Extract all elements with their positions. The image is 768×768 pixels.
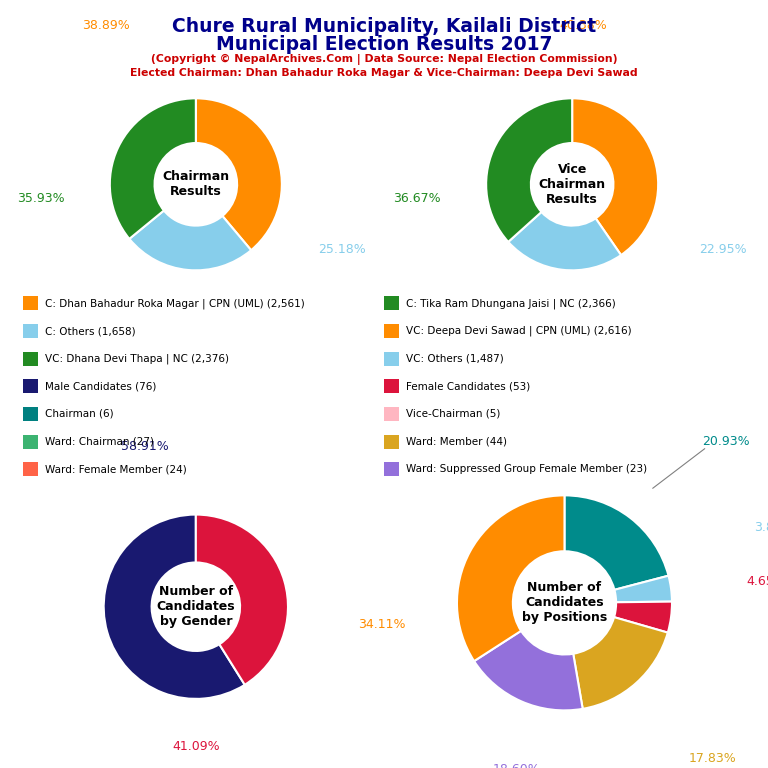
- Text: 34.11%: 34.11%: [358, 618, 406, 631]
- Text: Male Candidates (76): Male Candidates (76): [45, 381, 156, 392]
- Text: VC: Others (1,487): VC: Others (1,487): [406, 353, 503, 364]
- Text: VC: Deepa Devi Sawad | CPN (UML) (2,616): VC: Deepa Devi Sawad | CPN (UML) (2,616): [406, 326, 631, 336]
- Text: Chure Rural Municipality, Kailali District: Chure Rural Municipality, Kailali Distri…: [172, 17, 596, 36]
- Text: 4.65%: 4.65%: [746, 575, 768, 588]
- Text: Vice
Chairman
Results: Vice Chairman Results: [538, 163, 606, 206]
- Text: (Copyright © NepalArchives.Com | Data Source: Nepal Election Commission): (Copyright © NepalArchives.Com | Data So…: [151, 54, 617, 65]
- Text: 22.95%: 22.95%: [699, 243, 746, 257]
- Wedge shape: [614, 601, 672, 633]
- Text: Female Candidates (53): Female Candidates (53): [406, 381, 530, 392]
- Text: 25.18%: 25.18%: [318, 243, 366, 257]
- Wedge shape: [129, 210, 251, 270]
- Text: C: Others (1,658): C: Others (1,658): [45, 326, 135, 336]
- Wedge shape: [104, 515, 245, 699]
- Wedge shape: [508, 212, 621, 270]
- Text: 40.38%: 40.38%: [559, 19, 607, 32]
- Text: Ward: Female Member (24): Ward: Female Member (24): [45, 464, 187, 475]
- Text: 20.93%: 20.93%: [702, 435, 750, 448]
- Text: 41.09%: 41.09%: [172, 740, 220, 753]
- Text: VC: Dhana Devi Thapa | NC (2,376): VC: Dhana Devi Thapa | NC (2,376): [45, 353, 229, 364]
- Text: 35.93%: 35.93%: [17, 191, 65, 204]
- Text: Ward: Suppressed Group Female Member (23): Ward: Suppressed Group Female Member (23…: [406, 464, 647, 475]
- Wedge shape: [564, 495, 668, 590]
- Wedge shape: [457, 495, 564, 661]
- Text: Number of
Candidates
by Gender: Number of Candidates by Gender: [157, 585, 235, 628]
- Text: 38.89%: 38.89%: [81, 19, 129, 32]
- Wedge shape: [474, 631, 583, 710]
- Text: 58.91%: 58.91%: [121, 440, 169, 453]
- Text: Ward: Chairman (27): Ward: Chairman (27): [45, 436, 154, 447]
- Text: 17.83%: 17.83%: [688, 753, 737, 765]
- Text: C: Tika Ram Dhungana Jaisi | NC (2,366): C: Tika Ram Dhungana Jaisi | NC (2,366): [406, 298, 615, 309]
- Text: C: Dhan Bahadur Roka Magar | CPN (UML) (2,561): C: Dhan Bahadur Roka Magar | CPN (UML) (…: [45, 298, 304, 309]
- Text: 3.88%: 3.88%: [754, 521, 768, 534]
- Wedge shape: [614, 576, 672, 602]
- Wedge shape: [573, 617, 668, 709]
- Text: Chairman
Results: Chairman Results: [162, 170, 230, 198]
- Wedge shape: [486, 98, 572, 242]
- Text: 18.60%: 18.60%: [492, 763, 540, 768]
- Wedge shape: [572, 98, 658, 255]
- Wedge shape: [196, 515, 288, 685]
- Text: Municipal Election Results 2017: Municipal Election Results 2017: [216, 35, 552, 54]
- Text: 36.67%: 36.67%: [393, 191, 441, 204]
- Text: Chairman (6): Chairman (6): [45, 409, 113, 419]
- Text: Ward: Member (44): Ward: Member (44): [406, 436, 507, 447]
- Wedge shape: [110, 98, 196, 239]
- Text: Elected Chairman: Dhan Bahadur Roka Magar & Vice-Chairman: Deepa Devi Sawad: Elected Chairman: Dhan Bahadur Roka Maga…: [131, 68, 637, 78]
- Text: Number of
Candidates
by Positions: Number of Candidates by Positions: [521, 581, 607, 624]
- Wedge shape: [196, 98, 282, 250]
- Text: Vice-Chairman (5): Vice-Chairman (5): [406, 409, 500, 419]
